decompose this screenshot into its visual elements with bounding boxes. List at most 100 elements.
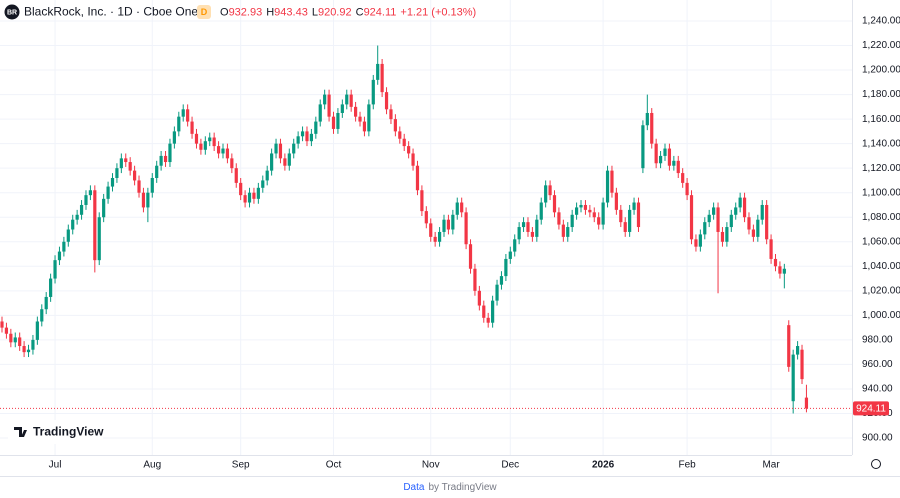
candle-body (760, 204, 764, 220)
candle-body (725, 227, 729, 242)
y-tick-label: 1,080.00 (862, 212, 900, 223)
candle-body (270, 153, 274, 171)
candle-body (720, 231, 725, 242)
candle-body (93, 190, 97, 261)
candle-body (234, 168, 238, 183)
ohlc-value: 924.11 (364, 6, 397, 18)
candle-body (296, 136, 300, 144)
ohlc-key: O (220, 6, 229, 18)
candle-body (84, 195, 88, 205)
candle-body (548, 185, 552, 196)
candle-body (508, 251, 512, 259)
candle-body (477, 290, 481, 306)
candle-body (610, 170, 614, 193)
candle-body (442, 219, 446, 232)
axis: 1,240.00 1,220.00 1,200.00 1,180.00 1,160.00… (0, 16, 900, 471)
candle-body (769, 239, 773, 259)
candles (0, 45, 809, 414)
candle-body (141, 192, 146, 208)
candle-body (530, 231, 534, 237)
candle-body (194, 133, 199, 144)
candle-body (318, 104, 322, 122)
y-tick-label: 1,000.00 (862, 310, 900, 321)
y-tick-label: 900.00 (862, 433, 893, 444)
candle-body (579, 204, 583, 208)
candle-body (358, 116, 362, 122)
candle-body (190, 121, 194, 134)
candle-body (804, 397, 809, 409)
candle-body (336, 112, 340, 129)
candle-body (561, 224, 565, 237)
footer-text: by TradingView (428, 482, 497, 493)
candle-body (22, 346, 26, 353)
candle-body (468, 244, 473, 269)
candle-body (115, 168, 119, 178)
candle-body (146, 192, 150, 208)
candle-body (380, 63, 384, 93)
candle-body (225, 148, 230, 159)
candle-body (31, 339, 35, 350)
y-tick-label: 1,180.00 (862, 89, 900, 100)
candle-body (49, 278, 53, 297)
candle-body (13, 337, 17, 343)
candle-body (124, 158, 128, 163)
candle-body (504, 258, 508, 277)
candle-body (495, 284, 499, 301)
candle-body (464, 212, 468, 245)
candle-body (570, 214, 574, 228)
candle-body (451, 214, 455, 230)
candle-body (199, 143, 203, 150)
x-tick-label: Feb (678, 460, 696, 471)
candle-body (535, 219, 539, 237)
candle-body (592, 212, 596, 218)
ohlc-value: 943.43 (274, 6, 308, 18)
candle-body (738, 197, 742, 208)
candle-body (566, 227, 570, 237)
candle-body (97, 217, 101, 261)
candle-body (526, 222, 530, 232)
candle-body (689, 195, 694, 240)
candle-body (26, 349, 31, 353)
logo-bg (8, 420, 103, 444)
x-tick-label: Dec (501, 460, 519, 471)
candle-body (650, 112, 654, 144)
candle-body (71, 219, 75, 230)
change-text: +1.21 (+0.13%) (400, 6, 476, 18)
candle-body (75, 214, 79, 220)
candle-body (694, 239, 698, 247)
candle-body (239, 182, 243, 196)
logo-text: TradingView (33, 425, 104, 439)
y-tick-label: 1,040.00 (862, 261, 900, 272)
settings-icon[interactable] (871, 459, 881, 469)
candle-body (261, 180, 265, 188)
candle-body (446, 219, 451, 230)
candle-body (552, 195, 557, 213)
candle-body (437, 231, 442, 242)
candle-body (398, 131, 402, 139)
last-price-box (853, 401, 889, 416)
candle-body (588, 209, 592, 213)
candle-body (128, 162, 132, 171)
candle-body (773, 258, 778, 267)
footer-link[interactable]: Data (403, 482, 425, 493)
candle-body (212, 137, 216, 147)
candle-body (636, 202, 641, 228)
chart-title: BlackRock, Inc. · 1D · Cboe One (24, 5, 198, 19)
candle-body (698, 234, 702, 247)
candle-body (623, 222, 627, 232)
candle-body (283, 158, 287, 166)
candle-body (415, 165, 420, 191)
candle-body (605, 170, 610, 203)
candle-body (247, 192, 252, 203)
candle-body (703, 222, 707, 235)
candle-body (782, 268, 786, 274)
candle-body (9, 333, 13, 343)
candle-body (601, 202, 605, 225)
candle-body (707, 214, 711, 223)
candle-body (676, 160, 680, 174)
candle-body (663, 148, 667, 156)
candle-body (482, 305, 486, 318)
